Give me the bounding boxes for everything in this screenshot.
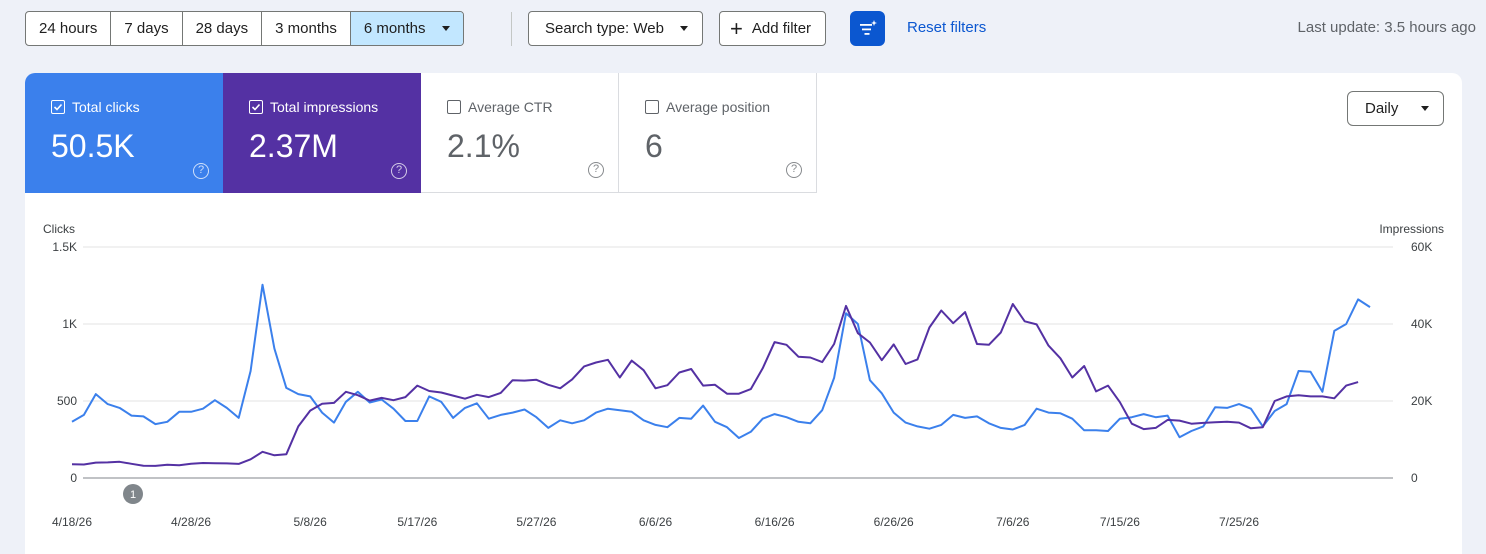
checkbox-unchecked-icon[interactable] bbox=[447, 100, 461, 114]
y-right-axis-label: Impressions bbox=[1379, 222, 1444, 236]
help-icon[interactable]: ? bbox=[588, 162, 604, 178]
range-6-months[interactable]: 6 months bbox=[350, 12, 463, 45]
search-type-label: Search type: Web bbox=[545, 20, 664, 37]
performance-card: Total clicks 50.5K ? Total impressions 2… bbox=[25, 73, 1462, 554]
filter-sparkle-icon bbox=[859, 19, 877, 35]
metric-total-clicks[interactable]: Total clicks 50.5K ? bbox=[25, 73, 223, 193]
y-right-tick-label: 20K bbox=[1411, 394, 1432, 408]
add-filter-label: Add filter bbox=[751, 20, 812, 37]
range-3-months[interactable]: 3 months bbox=[262, 12, 351, 45]
date-range-selector: 24 hours 7 days 28 days 3 months 6 month… bbox=[25, 11, 464, 46]
x-tick-label: 7/6/26 bbox=[996, 515, 1030, 529]
metric-value: 2.1% bbox=[447, 128, 520, 164]
x-tick-label: 6/6/26 bbox=[639, 515, 673, 529]
x-tick-label: 5/8/26 bbox=[293, 515, 327, 529]
annotation-marker-label: 1 bbox=[130, 489, 136, 501]
performance-chart: 0 0 500 20K 1K 40K 1.5K 60K Clicks Impressions 4/1… bbox=[43, 222, 1444, 529]
metric-value: 2.37M bbox=[249, 128, 338, 164]
chevron-down-icon bbox=[1421, 106, 1429, 111]
search-type-dropdown[interactable]: Search type: Web bbox=[528, 11, 703, 46]
x-tick-label: 7/25/26 bbox=[1219, 515, 1259, 529]
y-left-tick-label: 500 bbox=[57, 394, 77, 408]
checkbox-checked-icon[interactable] bbox=[249, 100, 263, 114]
x-tick-label: 6/26/26 bbox=[874, 515, 914, 529]
metric-value: 6 bbox=[645, 128, 663, 164]
granularity-dropdown[interactable]: Daily bbox=[1347, 91, 1444, 126]
metric-value: 50.5K bbox=[51, 128, 135, 164]
range-7-days[interactable]: 7 days bbox=[111, 12, 183, 45]
add-filter-button[interactable]: + Add filter bbox=[719, 11, 827, 46]
filter-sparkle-button[interactable] bbox=[850, 11, 885, 46]
x-tick-label: 7/15/26 bbox=[1100, 515, 1140, 529]
help-icon[interactable]: ? bbox=[786, 162, 802, 178]
x-tick-label: 4/28/26 bbox=[171, 515, 211, 529]
y-left-tick-label: 0 bbox=[70, 471, 77, 485]
y-left-tick-label: 1K bbox=[62, 317, 77, 331]
annotation-marker bbox=[123, 484, 143, 504]
range-24-hours[interactable]: 24 hours bbox=[26, 12, 112, 45]
toolbar-divider bbox=[511, 12, 512, 46]
metric-label: Total clicks bbox=[72, 99, 140, 115]
last-update-text: Last update: 3.5 hours ago bbox=[1297, 19, 1476, 36]
chevron-down-icon bbox=[679, 26, 688, 31]
metric-average-position[interactable]: Average position 6 ? bbox=[619, 73, 817, 193]
checkbox-checked-icon[interactable] bbox=[51, 100, 65, 114]
x-tick-label: 5/17/26 bbox=[397, 515, 437, 529]
metric-label: Average CTR bbox=[468, 99, 553, 115]
y-left-tick-label: 1.5K bbox=[52, 240, 77, 254]
x-tick-label: 5/27/26 bbox=[516, 515, 556, 529]
range-6-months-label: 6 months bbox=[363, 20, 426, 37]
impressions-series-line bbox=[71, 303, 1359, 467]
metric-label: Average position bbox=[666, 99, 771, 115]
y-right-tick-label: 40K bbox=[1411, 317, 1432, 331]
granularity-label: Daily bbox=[1365, 100, 1399, 117]
y-right-tick-label: 0 bbox=[1411, 471, 1418, 485]
help-icon[interactable]: ? bbox=[193, 163, 209, 179]
clicks-series-line bbox=[71, 283, 1371, 439]
x-tick-label: 4/18/26 bbox=[52, 515, 92, 529]
checkbox-unchecked-icon[interactable] bbox=[645, 100, 659, 114]
metric-total-impressions[interactable]: Total impressions 2.37M ? bbox=[223, 73, 421, 193]
chevron-down-icon bbox=[441, 26, 450, 31]
metric-label: Total impressions bbox=[270, 99, 379, 115]
range-28-days[interactable]: 28 days bbox=[183, 12, 263, 45]
x-tick-label: 6/16/26 bbox=[755, 515, 795, 529]
y-left-axis-label: Clicks bbox=[43, 222, 75, 236]
metric-average-ctr[interactable]: Average CTR 2.1% ? bbox=[421, 73, 619, 193]
y-right-tick-label: 60K bbox=[1411, 240, 1432, 254]
help-icon[interactable]: ? bbox=[391, 163, 407, 179]
reset-filters-link[interactable]: Reset filters bbox=[907, 19, 987, 36]
plus-icon: + bbox=[730, 15, 743, 41]
